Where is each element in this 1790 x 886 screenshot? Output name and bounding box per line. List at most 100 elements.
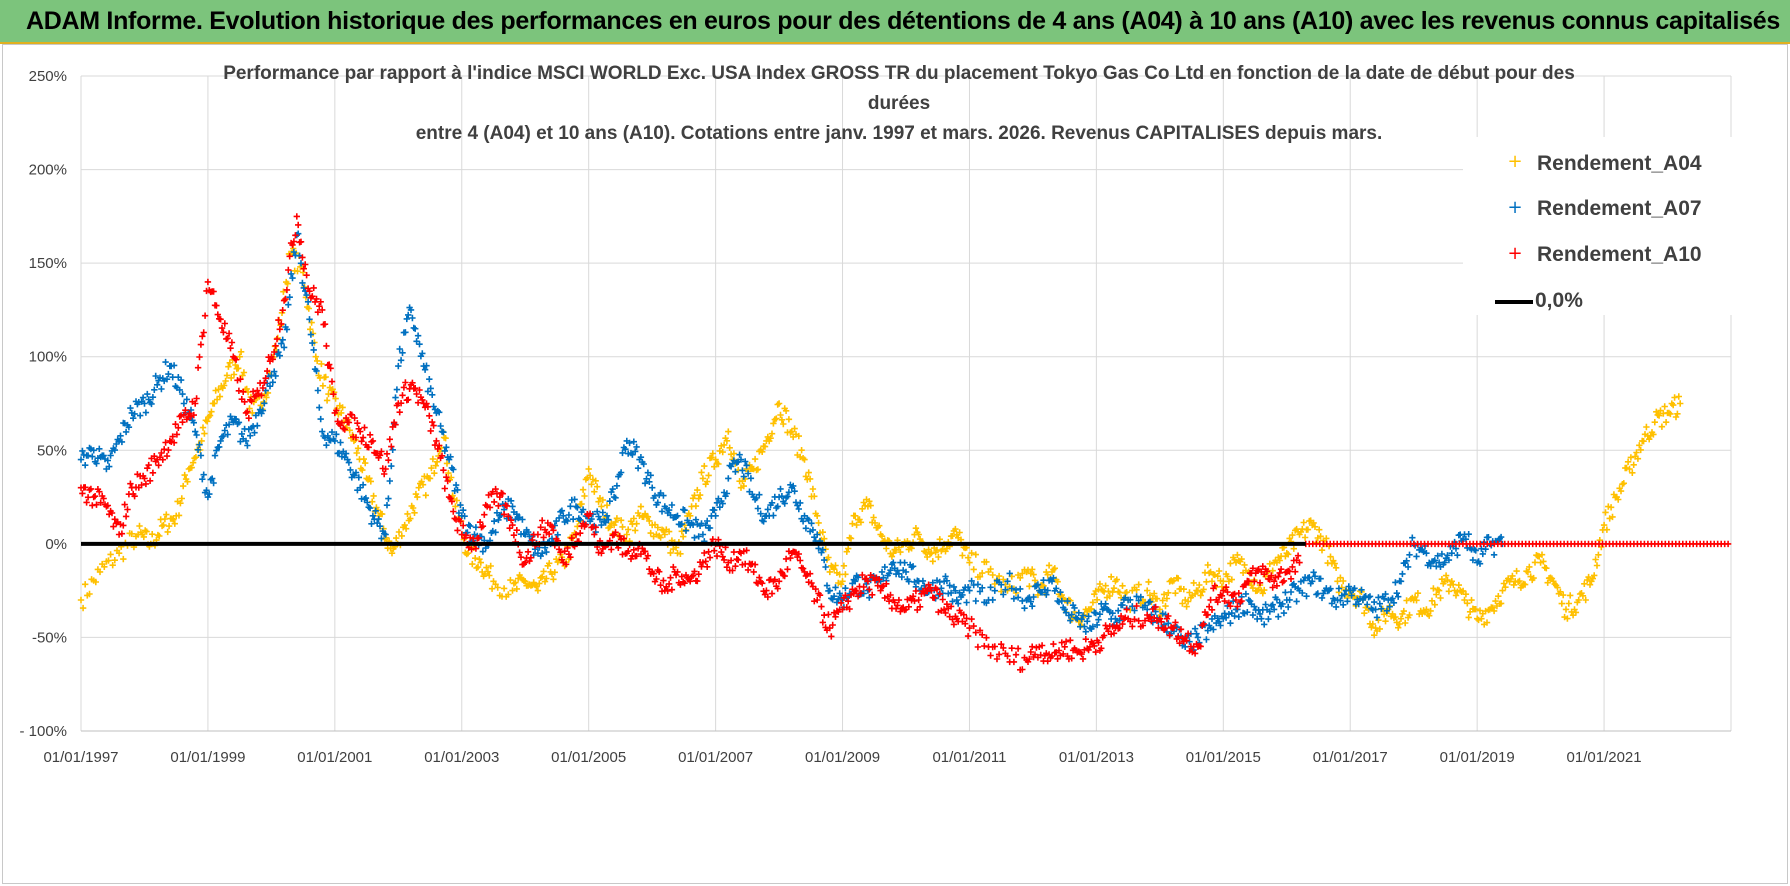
data-point bbox=[517, 554, 525, 561]
data-point bbox=[876, 522, 883, 529]
data-point bbox=[991, 580, 998, 588]
data-point bbox=[716, 504, 723, 511]
data-point bbox=[568, 534, 575, 542]
x-tick-label: 01/01/2001 bbox=[297, 749, 372, 766]
data-point bbox=[550, 527, 557, 534]
data-point bbox=[428, 464, 435, 472]
data-point bbox=[808, 579, 815, 587]
data-point bbox=[482, 544, 489, 552]
data-point bbox=[1234, 551, 1241, 559]
data-point bbox=[696, 491, 704, 499]
data-point bbox=[784, 493, 791, 500]
data-point bbox=[1270, 606, 1278, 613]
data-point bbox=[656, 568, 663, 575]
data-point bbox=[1108, 573, 1115, 580]
data-point bbox=[1006, 570, 1013, 577]
data-point bbox=[823, 582, 831, 589]
data-point bbox=[1203, 636, 1210, 643]
data-point bbox=[735, 556, 742, 564]
data-point bbox=[138, 481, 145, 489]
data-point bbox=[1479, 550, 1486, 558]
data-point bbox=[385, 457, 392, 464]
data-point bbox=[429, 455, 437, 463]
data-point bbox=[1351, 585, 1358, 592]
data-point bbox=[476, 519, 484, 526]
data-point bbox=[146, 477, 154, 484]
data-point bbox=[218, 324, 226, 332]
data-point bbox=[1630, 461, 1637, 468]
data-point bbox=[1085, 613, 1092, 620]
data-point bbox=[1058, 639, 1065, 646]
data-point bbox=[445, 469, 452, 477]
data-point bbox=[1029, 566, 1036, 573]
data-point bbox=[82, 581, 89, 588]
series-rendement-a07 bbox=[77, 230, 1506, 654]
data-point bbox=[1067, 637, 1074, 644]
data-point bbox=[313, 295, 320, 303]
data-point bbox=[1163, 595, 1171, 602]
data-point bbox=[828, 633, 835, 640]
data-point bbox=[1431, 601, 1438, 608]
data-point bbox=[1667, 410, 1674, 418]
data-point bbox=[956, 529, 963, 536]
data-point bbox=[701, 549, 708, 557]
data-point bbox=[830, 593, 838, 600]
data-point bbox=[137, 412, 144, 419]
data-point bbox=[736, 451, 743, 458]
data-point bbox=[617, 469, 625, 476]
data-point bbox=[1469, 556, 1477, 564]
data-point bbox=[743, 547, 750, 554]
data-point bbox=[509, 587, 516, 594]
data-point bbox=[242, 437, 250, 445]
data-point bbox=[359, 481, 367, 488]
data-point bbox=[1053, 585, 1060, 592]
data-point bbox=[719, 553, 726, 560]
data-point bbox=[687, 578, 694, 585]
data-point bbox=[222, 377, 229, 385]
data-point bbox=[842, 585, 849, 592]
data-point bbox=[263, 394, 270, 401]
data-point bbox=[1430, 585, 1437, 592]
data-point bbox=[1327, 585, 1334, 592]
data-point bbox=[949, 532, 956, 540]
data-point bbox=[314, 309, 322, 316]
data-point bbox=[1371, 598, 1378, 606]
data-point bbox=[1283, 550, 1290, 557]
data-point bbox=[567, 503, 574, 510]
x-tick-label: 01/01/2011 bbox=[932, 749, 1006, 766]
data-point bbox=[1000, 644, 1007, 652]
data-point bbox=[543, 548, 550, 556]
data-point bbox=[1055, 647, 1063, 654]
data-point bbox=[1096, 580, 1104, 588]
data-point bbox=[345, 419, 353, 426]
data-point bbox=[1634, 455, 1642, 462]
data-point bbox=[401, 521, 408, 529]
data-point bbox=[759, 580, 766, 587]
data-point bbox=[1431, 557, 1438, 564]
data-point bbox=[1093, 621, 1101, 629]
data-point bbox=[743, 462, 750, 469]
data-point bbox=[1624, 458, 1632, 465]
data-point bbox=[197, 452, 205, 459]
data-point bbox=[220, 432, 227, 440]
data-point bbox=[247, 432, 254, 439]
data-point bbox=[164, 528, 171, 536]
data-point bbox=[131, 493, 138, 500]
data-point bbox=[491, 518, 498, 525]
data-point bbox=[236, 353, 243, 360]
data-point bbox=[963, 599, 970, 606]
data-point bbox=[308, 319, 315, 326]
data-point bbox=[399, 349, 406, 356]
data-point bbox=[866, 586, 873, 593]
data-point bbox=[712, 456, 719, 463]
data-point bbox=[1413, 553, 1420, 560]
data-point bbox=[775, 400, 783, 407]
data-point bbox=[319, 428, 326, 435]
data-point bbox=[1399, 570, 1406, 578]
data-point bbox=[983, 634, 990, 641]
data-point bbox=[698, 563, 705, 570]
data-point bbox=[687, 512, 694, 519]
data-point bbox=[998, 581, 1005, 588]
data-point bbox=[966, 587, 973, 594]
data-point bbox=[1091, 642, 1098, 650]
